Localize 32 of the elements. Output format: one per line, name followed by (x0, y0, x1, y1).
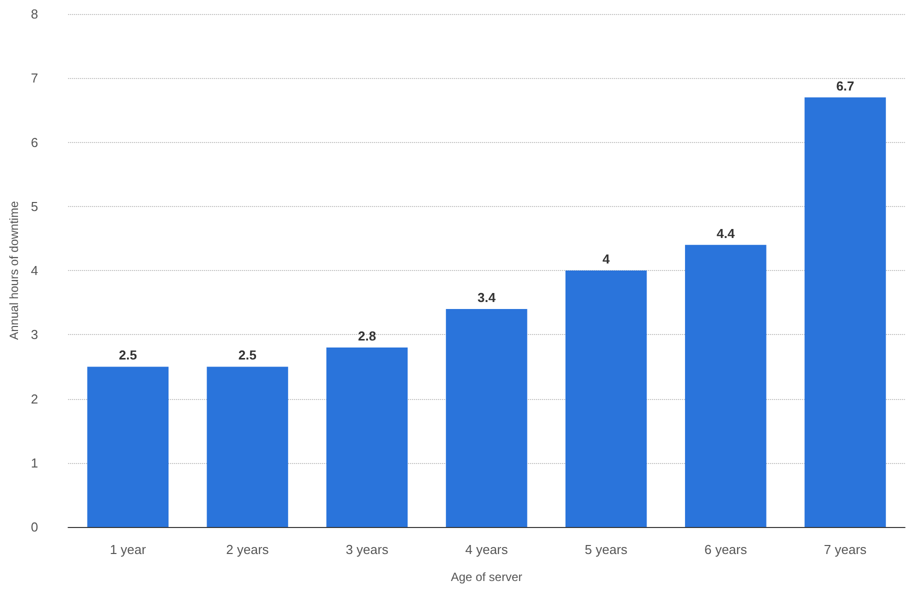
x-tick-label: 1 year (110, 542, 147, 557)
bar (685, 244, 766, 527)
y-tick-label: 4 (30, 263, 38, 278)
y-tick-label: 8 (30, 6, 38, 22)
data-label: 2.5 (118, 348, 137, 363)
y-tick-label: 0 (30, 520, 38, 534)
y-tick-label: 1 (30, 455, 38, 470)
bar (87, 366, 169, 527)
y-tick-label: 6 (30, 134, 38, 150)
x-tick-label: 4 years (465, 542, 508, 557)
bar (565, 270, 647, 527)
data-label: 2.5 (238, 348, 256, 363)
y-tick-label: 3 (30, 327, 38, 342)
data-label: 3.4 (478, 290, 496, 305)
x-axis-title: Age of server (450, 570, 522, 584)
bar (206, 366, 288, 527)
bar (804, 97, 886, 527)
x-tick-label: 7 years (824, 542, 868, 557)
x-tick-label: 2 years (226, 542, 270, 557)
y-axis-title: Annual hours of downtime (7, 200, 21, 340)
y-tick-label: 7 (30, 70, 38, 86)
data-label: 2.8 (358, 328, 376, 344)
x-tick-label: 5 years (584, 542, 628, 557)
x-tick-label: 6 years (704, 542, 748, 557)
data-label: 4.4 (716, 226, 736, 241)
data-label: 6.7 (836, 78, 854, 94)
bar (326, 347, 408, 527)
data-label: 4 (602, 252, 610, 266)
y-tick-label: 5 (30, 198, 38, 214)
x-tick-label: 3 years (346, 542, 389, 557)
y-tick-label: 2 (30, 391, 38, 406)
bar (446, 308, 528, 527)
